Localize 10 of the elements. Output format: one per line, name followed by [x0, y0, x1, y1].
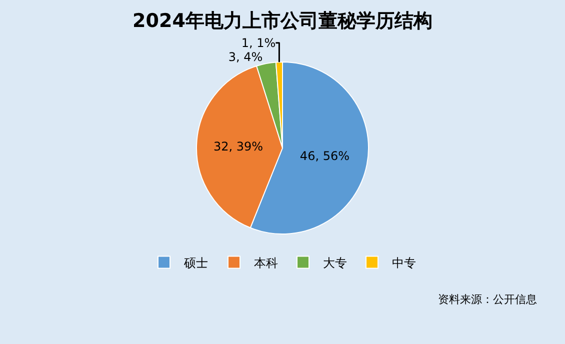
data-label: 3, 4%: [228, 50, 263, 64]
legend-label: 硕士: [183, 256, 208, 270]
data-label: 1, 1%: [241, 36, 276, 50]
data-label: 32, 39%: [213, 139, 264, 154]
legend-label: 中专: [392, 256, 416, 270]
legend-label: 本科: [254, 256, 278, 270]
data-label: 46, 56%: [300, 149, 350, 164]
chart-title: 2024年电力上市公司董秘学历结构: [132, 10, 432, 32]
legend-label: 大专: [323, 256, 347, 270]
text: 资料来源：公开信息: [438, 293, 537, 306]
